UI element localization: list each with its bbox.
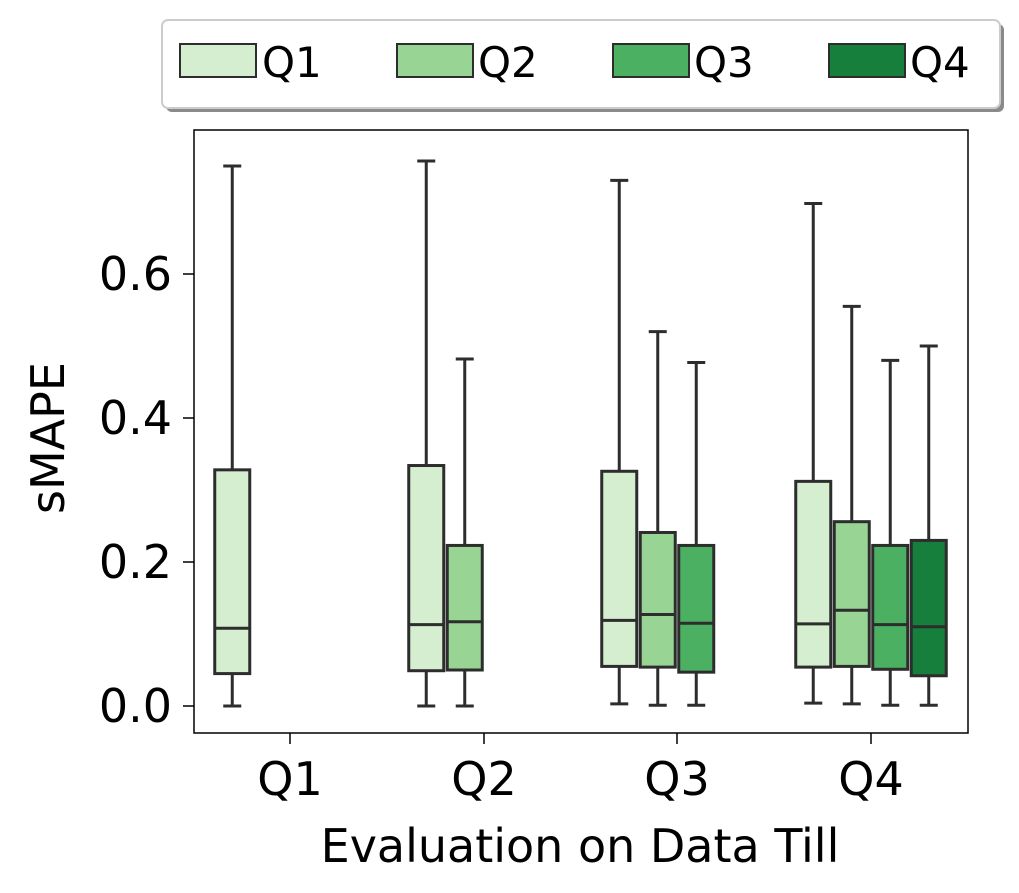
y-axis: 0.0 0.2 0.4 0.6: [99, 247, 194, 733]
box-s1-q4: [794, 479, 833, 669]
plot-frame: [193, 129, 969, 734]
x-tick-label-1: Q2: [451, 752, 516, 806]
legend-frame: [161, 19, 1001, 109]
x-axis: Q1 Q2 Q3 Q4: [257, 733, 904, 806]
y-tick-label-2: 0.4: [99, 391, 172, 445]
box-s2-q2: [445, 543, 484, 672]
box-s1-q1: [213, 468, 252, 676]
legend: Q1 Q2 Q3 Q4: [161, 19, 1004, 112]
legend-swatch-q3: [612, 43, 690, 78]
y-tick-label-3: 0.6: [99, 247, 172, 301]
legend-swatch-q1: [179, 43, 257, 78]
legend-label-q1: Q1: [262, 38, 322, 87]
legend-label-q3: Q3: [694, 38, 754, 87]
y-tick-label-0: 0.0: [99, 679, 172, 733]
box-s2-q3: [638, 530, 677, 669]
y-axis-title: sMAPE: [21, 362, 75, 514]
legend-swatch-q2: [396, 43, 474, 78]
x-tick-label-0: Q1: [257, 752, 322, 806]
x-axis-title: Evaluation on Data Till: [321, 819, 840, 873]
legend-swatch-q4: [828, 43, 906, 78]
box-s3-q4: [871, 543, 910, 671]
legend-label-q2: Q2: [478, 38, 538, 87]
box-s2-q4: [832, 520, 871, 668]
legend-label-q4: Q4: [910, 38, 970, 87]
y-tick-label-1: 0.2: [99, 535, 172, 589]
x-tick-label-3: Q4: [838, 752, 903, 806]
box-s1-q2: [407, 464, 446, 673]
box-marks: [213, 159, 948, 708]
box-s1-q3: [600, 469, 639, 668]
box-s4-q4: [909, 538, 948, 678]
x-tick-label-2: Q3: [644, 752, 709, 806]
box-s3-q3: [677, 543, 716, 674]
